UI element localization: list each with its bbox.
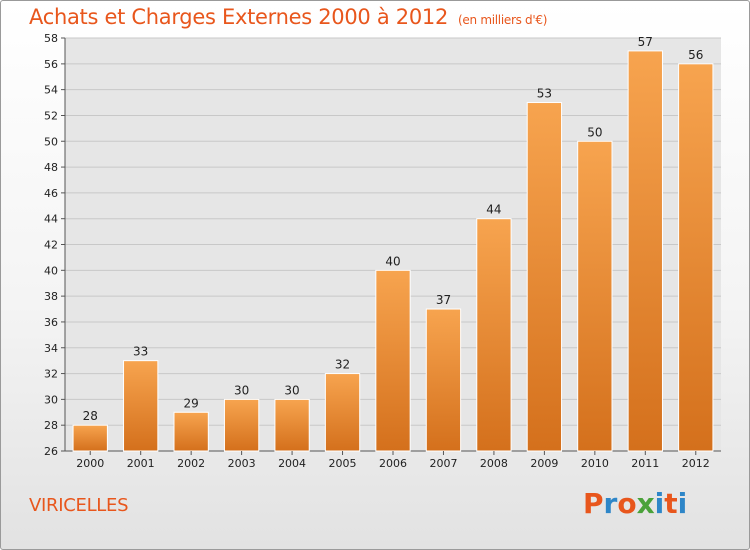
value-label-2000: 28: [83, 409, 98, 423]
x-tick-label-2004: 2004: [278, 457, 306, 470]
x-tick-label-2009: 2009: [530, 457, 558, 470]
y-tick-label: 48: [44, 161, 58, 174]
x-tick-label-2003: 2003: [228, 457, 256, 470]
bar-2006: [375, 269, 411, 452]
value-label-2005: 32: [335, 358, 350, 372]
y-tick-label: 28: [44, 419, 58, 432]
chart-title: Achats et Charges Externes 2000 à 2012 (e…: [29, 5, 548, 29]
bar-2009: [526, 102, 563, 452]
logo-letter: i: [654, 487, 665, 520]
proxiti-logo: Proxiti: [583, 487, 687, 520]
y-tick-label: 36: [44, 316, 58, 329]
value-label-2008: 44: [486, 203, 501, 217]
value-label-2007: 37: [436, 293, 451, 307]
bar-2005: [324, 373, 361, 452]
x-tick-label-2000: 2000: [76, 457, 104, 470]
bar-2001: [123, 360, 159, 452]
logo-letter: r: [603, 487, 618, 520]
y-tick-label: 32: [44, 368, 58, 381]
y-tick-label: 50: [44, 135, 58, 148]
bar-2003: [223, 398, 260, 452]
value-label-2001: 33: [133, 345, 148, 359]
value-label-2009: 53: [537, 87, 552, 101]
value-label-2004: 30: [284, 383, 299, 397]
y-tick-label: 34: [44, 342, 58, 355]
x-tick-label-2008: 2008: [480, 457, 508, 470]
logo-letter: i: [677, 487, 688, 520]
bar-2007: [425, 308, 462, 452]
bar-2000: [72, 424, 108, 452]
value-label-2003: 30: [234, 383, 249, 397]
y-tick-label: 54: [44, 84, 58, 97]
bar-2010: [577, 140, 613, 452]
y-tick-label: 44: [44, 213, 58, 226]
y-tick-label: 40: [44, 264, 58, 277]
bar-2002: [173, 411, 209, 452]
bar-2008: [476, 218, 512, 452]
x-tick-label-2005: 2005: [329, 457, 357, 470]
bar-2012: [678, 63, 714, 452]
value-label-2006: 40: [385, 254, 400, 268]
location-label: VIRICELLES: [29, 495, 129, 516]
x-tick-label-2001: 2001: [127, 457, 155, 470]
y-tick-label: 30: [44, 393, 58, 406]
y-tick-label: 42: [44, 239, 58, 252]
y-tick-label: 56: [44, 58, 58, 71]
y-tick-label: 46: [44, 187, 58, 200]
value-label-2012: 56: [688, 48, 703, 62]
x-tick-label-2007: 2007: [429, 457, 457, 470]
value-label-2002: 29: [184, 396, 199, 410]
logo-letter: t: [664, 487, 678, 520]
y-tick-label: 38: [44, 290, 58, 303]
bar-2004: [274, 398, 310, 452]
x-tick-label-2012: 2012: [682, 457, 710, 470]
bar-2011: [627, 50, 663, 452]
y-tick-label: 58: [44, 32, 58, 45]
x-tick-label-2002: 2002: [177, 457, 205, 470]
y-tick-label: 52: [44, 109, 58, 122]
value-label-2010: 50: [587, 125, 602, 139]
logo-letter: x: [636, 487, 655, 520]
logo-letter: o: [617, 487, 637, 520]
x-tick-label-2010: 2010: [581, 457, 609, 470]
value-label-2011: 57: [638, 35, 653, 49]
y-tick-label: 26: [44, 445, 58, 458]
x-tick-label-2006: 2006: [379, 457, 407, 470]
chart-subtitle: (en milliers d'€): [458, 13, 548, 27]
x-tick-label-2011: 2011: [631, 457, 659, 470]
logo-letter: P: [583, 487, 604, 520]
